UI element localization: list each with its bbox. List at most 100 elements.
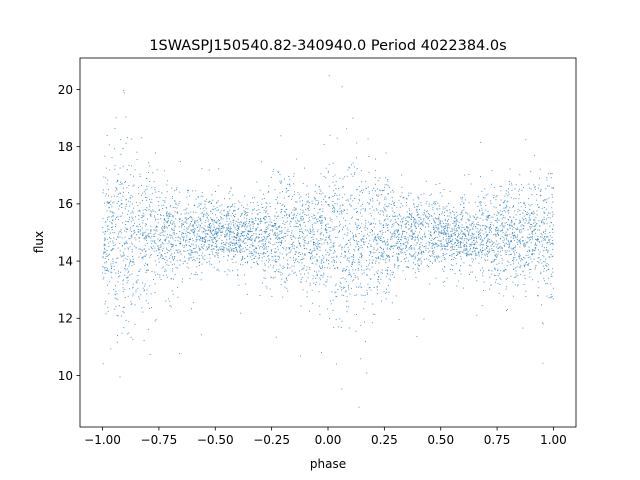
data-point bbox=[333, 206, 335, 208]
data-point bbox=[496, 221, 498, 223]
data-point bbox=[138, 218, 140, 220]
data-point bbox=[433, 228, 435, 230]
data-point bbox=[500, 278, 502, 280]
data-point bbox=[522, 228, 524, 230]
data-point bbox=[499, 204, 501, 206]
data-point bbox=[229, 270, 231, 272]
data-point bbox=[150, 237, 152, 239]
data-point bbox=[245, 211, 247, 213]
data-point bbox=[507, 200, 509, 202]
data-point bbox=[239, 201, 241, 203]
data-point bbox=[328, 227, 330, 228]
data-point bbox=[320, 173, 322, 175]
data-point bbox=[107, 188, 109, 190]
data-point bbox=[160, 246, 162, 248]
data-point bbox=[299, 223, 301, 225]
data-point bbox=[369, 278, 371, 280]
data-point bbox=[529, 250, 530, 252]
data-point bbox=[190, 257, 192, 259]
data-point bbox=[112, 258, 114, 260]
data-point bbox=[379, 177, 381, 179]
data-point bbox=[356, 212, 357, 213]
data-point bbox=[548, 297, 550, 299]
data-point bbox=[504, 222, 506, 224]
data-point bbox=[281, 227, 283, 229]
data-point bbox=[282, 220, 284, 222]
data-point bbox=[374, 252, 376, 254]
data-point bbox=[319, 217, 321, 218]
data-point bbox=[309, 310, 311, 312]
data-point bbox=[451, 255, 453, 257]
data-point bbox=[143, 290, 145, 292]
data-point bbox=[166, 247, 167, 249]
data-point bbox=[473, 247, 475, 249]
data-point bbox=[244, 195, 246, 197]
data-point bbox=[161, 204, 163, 206]
data-point bbox=[512, 237, 514, 239]
data-point bbox=[268, 255, 270, 257]
data-point bbox=[380, 190, 382, 192]
data-point bbox=[303, 265, 305, 267]
data-point bbox=[306, 296, 308, 298]
data-point bbox=[242, 251, 244, 253]
data-point bbox=[541, 220, 543, 222]
data-point bbox=[267, 255, 269, 257]
data-point bbox=[528, 198, 530, 200]
data-point bbox=[295, 250, 297, 252]
data-point bbox=[115, 238, 117, 240]
data-point bbox=[444, 211, 445, 213]
data-point bbox=[164, 270, 166, 272]
data-point bbox=[317, 218, 319, 220]
data-point bbox=[403, 231, 405, 233]
data-point bbox=[347, 300, 349, 302]
data-point bbox=[452, 223, 454, 225]
data-point bbox=[226, 274, 228, 276]
data-point bbox=[543, 267, 545, 269]
data-point bbox=[513, 240, 515, 242]
data-point bbox=[122, 251, 124, 253]
data-point bbox=[385, 288, 387, 290]
data-point bbox=[534, 154, 535, 156]
data-point bbox=[325, 229, 327, 231]
data-point bbox=[193, 233, 195, 235]
data-point bbox=[309, 249, 311, 251]
data-point bbox=[281, 241, 283, 243]
data-point bbox=[446, 245, 448, 247]
data-point bbox=[498, 253, 500, 255]
data-point bbox=[433, 229, 435, 230]
data-point bbox=[307, 272, 309, 274]
data-point bbox=[255, 230, 257, 232]
data-point bbox=[462, 251, 464, 253]
data-point bbox=[277, 242, 279, 244]
data-point bbox=[362, 255, 363, 257]
data-point bbox=[109, 169, 111, 171]
data-point bbox=[300, 231, 302, 232]
data-point bbox=[468, 174, 470, 175]
data-point bbox=[448, 202, 450, 204]
data-point bbox=[233, 224, 234, 226]
data-point bbox=[369, 252, 371, 254]
data-point bbox=[218, 238, 220, 239]
data-point bbox=[282, 246, 284, 248]
data-point bbox=[530, 238, 532, 240]
data-point bbox=[197, 196, 199, 198]
data-point bbox=[509, 245, 511, 247]
data-point bbox=[256, 228, 257, 230]
data-point bbox=[478, 210, 480, 212]
data-point bbox=[262, 253, 264, 255]
data-point bbox=[385, 223, 387, 225]
data-point bbox=[264, 238, 266, 240]
data-point bbox=[236, 250, 238, 252]
data-point bbox=[423, 246, 425, 248]
data-point bbox=[361, 181, 363, 183]
data-point bbox=[480, 201, 482, 203]
data-point bbox=[438, 231, 440, 233]
data-point bbox=[236, 224, 238, 226]
data-point bbox=[123, 312, 125, 314]
data-point bbox=[198, 255, 200, 256]
data-point bbox=[371, 206, 373, 208]
data-point bbox=[498, 212, 500, 213]
data-point bbox=[201, 168, 203, 170]
data-point bbox=[135, 281, 137, 283]
data-point bbox=[237, 269, 239, 271]
